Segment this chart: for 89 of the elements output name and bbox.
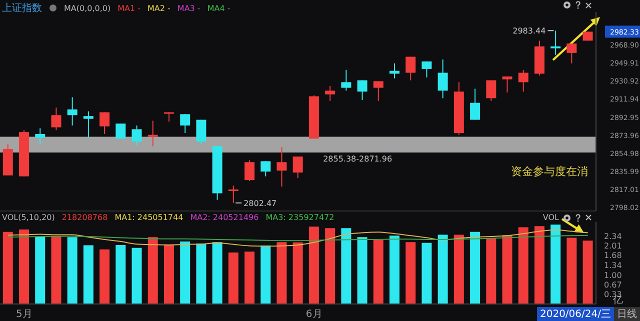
annotation: MA2: 240521496	[190, 213, 259, 222]
y-axis-title: 亿	[612, 295, 623, 306]
bar	[582, 240, 593, 304]
bar	[35, 236, 46, 304]
y-tick-label: 1.68	[604, 250, 622, 260]
bar	[51, 236, 62, 304]
candlestick	[83, 110, 94, 138]
bar	[438, 234, 448, 304]
candlestick	[51, 107, 62, 131]
annotation: MA2 -	[148, 4, 170, 12]
bar	[292, 242, 303, 304]
bar	[116, 244, 126, 304]
bar	[389, 236, 400, 304]
bar	[67, 237, 78, 304]
candlestick	[470, 88, 480, 120]
candlestick	[180, 114, 190, 134]
bar	[373, 240, 384, 304]
annotation: MA(0,0,0,0)	[64, 4, 111, 12]
annotation: 资金参与度在消	[511, 164, 588, 179]
candlestick	[67, 96, 78, 126]
bar	[325, 228, 336, 304]
candlestick	[35, 128, 46, 145]
candlestick	[438, 59, 448, 99]
y-tick-label: 1.34	[604, 260, 622, 270]
candlestick	[341, 69, 352, 92]
candlestick	[422, 60, 432, 78]
bar	[406, 242, 416, 304]
bar	[566, 238, 577, 304]
chart-title: 上证指数	[2, 2, 42, 15]
candlestick	[486, 80, 496, 102]
candlestick	[244, 160, 255, 182]
x-tick-label: 6月	[306, 309, 322, 320]
bar	[83, 245, 94, 304]
y-tick-label: 2.01	[604, 241, 622, 250]
candlestick	[373, 80, 384, 102]
annotation: MA4 -	[207, 4, 230, 12]
bar	[454, 234, 464, 304]
y-tick-label: 2.34	[604, 232, 622, 241]
bar	[244, 252, 255, 304]
bar	[19, 230, 30, 304]
candlestick	[518, 69, 528, 92]
bar	[502, 235, 512, 304]
bar	[212, 242, 222, 304]
bar	[196, 244, 206, 304]
text: 日线	[614, 307, 640, 321]
candlestick	[260, 160, 271, 177]
bar	[2, 232, 13, 304]
candlestick	[132, 124, 142, 146]
bar	[518, 227, 528, 304]
y-tick-label: 0.67	[604, 280, 622, 290]
y-tick-label: 1.00	[604, 270, 622, 280]
band-label: 2855.38-2871.96	[323, 154, 392, 164]
candlestick	[116, 123, 126, 140]
annotation: MA3: 235927472	[266, 213, 334, 222]
annotation: MA1: 245051744	[114, 213, 184, 222]
bar	[100, 249, 110, 304]
annotation: 2983.44	[512, 26, 546, 36]
annotation: 2802.47	[244, 198, 277, 208]
candlestick	[292, 156, 303, 179]
annotation: VOL(5,10,20)	[2, 213, 55, 222]
candlestick	[100, 112, 110, 134]
annotation: MA3 -	[177, 4, 200, 12]
candlestick	[502, 76, 512, 93]
bar	[148, 237, 158, 304]
bar	[470, 232, 480, 304]
bar	[180, 241, 190, 304]
bar	[357, 237, 368, 304]
bar	[164, 244, 174, 304]
bar	[550, 224, 561, 304]
candlestick	[196, 119, 206, 145]
annotation: MA1 -	[118, 4, 141, 12]
annotation: VOL	[542, 213, 559, 222]
bar	[260, 246, 271, 304]
candlestick	[357, 80, 368, 101]
candlestick	[566, 43, 577, 64]
bar	[486, 238, 496, 304]
candlestick	[276, 146, 287, 188]
bar	[308, 226, 319, 304]
bar	[276, 242, 287, 304]
bar	[132, 248, 142, 304]
bar	[341, 228, 352, 304]
candlestick	[325, 85, 336, 102]
bar	[534, 226, 544, 304]
bar	[228, 252, 238, 304]
x-tick-label: 5月	[16, 309, 32, 320]
text: 2020/06/24/三	[536, 307, 614, 321]
annotation: 218208768	[62, 213, 108, 222]
bar	[422, 242, 432, 304]
candlestick	[406, 56, 416, 81]
